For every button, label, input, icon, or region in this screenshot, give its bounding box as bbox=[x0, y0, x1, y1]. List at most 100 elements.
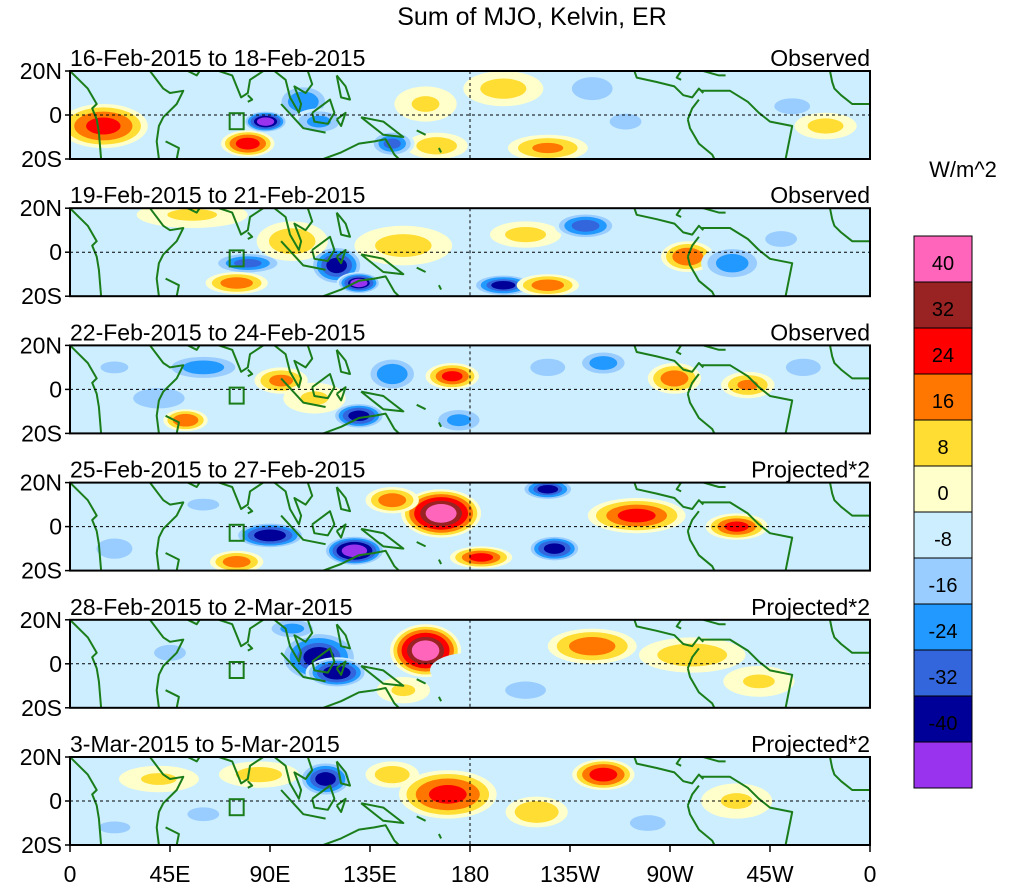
y-tick-label: 0 bbox=[49, 788, 62, 814]
coastline bbox=[360, 527, 405, 550]
colorbar-tick-label: 8 bbox=[937, 437, 948, 459]
coastlines bbox=[70, 208, 870, 297]
y-tick-label: 0 bbox=[49, 239, 62, 265]
coastline bbox=[686, 119, 716, 159]
colorbar-swatch bbox=[913, 511, 973, 559]
coastline bbox=[149, 208, 185, 297]
coastline bbox=[218, 71, 264, 99]
region-box bbox=[228, 661, 245, 679]
panel-date-range: 16-Feb-2015 to 18-Feb-2015 bbox=[70, 45, 365, 71]
region-box bbox=[228, 249, 245, 268]
anomaly-blob bbox=[798, 491, 853, 518]
anomaly-blob bbox=[521, 482, 575, 501]
coastline bbox=[335, 211, 351, 238]
coastline bbox=[686, 667, 716, 708]
anomaly-blob bbox=[472, 274, 535, 297]
coastline bbox=[438, 559, 442, 565]
coastline bbox=[633, 482, 705, 510]
x-tick-label: 180 bbox=[451, 861, 489, 887]
y-tick-label: 20S bbox=[21, 146, 62, 172]
coastline bbox=[273, 71, 314, 114]
coastline bbox=[829, 482, 870, 517]
coastline bbox=[686, 784, 700, 806]
anomaly-blob bbox=[210, 550, 264, 571]
coastlines bbox=[70, 482, 870, 571]
anomaly-blob bbox=[265, 619, 319, 640]
x-tick-label: 135W bbox=[540, 861, 600, 887]
coastline bbox=[633, 757, 705, 785]
coastline bbox=[273, 345, 314, 389]
anomaly-blob bbox=[425, 363, 479, 390]
colorbar: W/m^2 40 32 24 16 8 0 -8 -16 -24 -32 -40 bbox=[913, 157, 997, 789]
anomaly-blob bbox=[772, 765, 835, 793]
coastline bbox=[703, 757, 726, 763]
anomaly-blob bbox=[305, 657, 368, 688]
coastline bbox=[247, 94, 254, 103]
colorbar-swatch bbox=[913, 741, 973, 789]
coastline bbox=[633, 208, 705, 236]
coastline bbox=[149, 757, 185, 845]
panel-date-range: 3-Mar-2015 to 5-Mar-2015 bbox=[70, 731, 340, 757]
anomaly-blob bbox=[365, 356, 419, 392]
anomaly-blob bbox=[78, 814, 150, 841]
x-tick-label: 90E bbox=[250, 861, 291, 887]
coastline bbox=[686, 510, 700, 532]
coastline bbox=[686, 647, 700, 669]
anomaly-blob bbox=[256, 221, 328, 261]
coastline bbox=[701, 775, 794, 845]
coastline bbox=[322, 275, 400, 297]
anomaly-blob bbox=[167, 491, 239, 518]
anomaly-blob bbox=[136, 208, 248, 228]
coastline bbox=[633, 71, 705, 99]
anomaly-blob bbox=[721, 371, 775, 399]
coastline bbox=[70, 208, 103, 297]
coastline bbox=[273, 208, 314, 251]
coastline bbox=[686, 236, 700, 257]
coastline bbox=[218, 757, 264, 785]
coastline bbox=[335, 249, 347, 265]
coastlines bbox=[70, 757, 870, 845]
coastline bbox=[273, 619, 314, 663]
anomaly-blob bbox=[661, 241, 715, 272]
coastline bbox=[703, 482, 726, 488]
coastline bbox=[322, 549, 400, 571]
anomaly-blob bbox=[243, 110, 288, 133]
anomaly-blob bbox=[776, 354, 830, 381]
anomaly-blob bbox=[163, 354, 244, 381]
coastline bbox=[360, 116, 405, 138]
x-tick-label: 0 bbox=[864, 861, 877, 887]
anomaly-blob bbox=[405, 132, 468, 159]
anomaly-blob bbox=[745, 221, 817, 257]
colorbar-tick-label: 24 bbox=[932, 345, 954, 367]
x-tick-label: 135E bbox=[343, 861, 397, 887]
panel-label: Observed bbox=[770, 182, 870, 208]
coastline bbox=[686, 805, 716, 845]
coastline bbox=[675, 757, 682, 767]
coastline bbox=[686, 530, 716, 571]
y-tick-label: 20S bbox=[21, 695, 62, 721]
coastline bbox=[247, 506, 254, 515]
coastline bbox=[149, 482, 185, 571]
coastline bbox=[633, 345, 705, 373]
region-box bbox=[228, 523, 245, 542]
y-tick-label: 0 bbox=[49, 102, 62, 128]
coastline bbox=[675, 619, 682, 630]
coastline bbox=[675, 482, 682, 493]
coastline bbox=[247, 231, 254, 240]
y-tick-label: 20N bbox=[20, 332, 62, 358]
coastline bbox=[218, 482, 264, 510]
coastline bbox=[335, 660, 347, 676]
coastline bbox=[360, 253, 405, 276]
x-tick-label: 0 bbox=[64, 861, 77, 887]
x-axis: 0 45E 90E 135E 180 135W 90W 45W 0 bbox=[64, 845, 877, 887]
anomaly-blob bbox=[83, 354, 146, 381]
coastline bbox=[701, 89, 794, 159]
coastline bbox=[701, 501, 794, 571]
colorbar-swatch bbox=[913, 235, 973, 283]
anomaly-blob bbox=[205, 272, 268, 294]
anomaly-blob bbox=[494, 677, 557, 704]
coastline bbox=[70, 757, 103, 845]
anomaly-blob bbox=[134, 86, 206, 122]
anomaly-blob bbox=[332, 402, 386, 429]
anomaly-blob bbox=[167, 798, 239, 830]
